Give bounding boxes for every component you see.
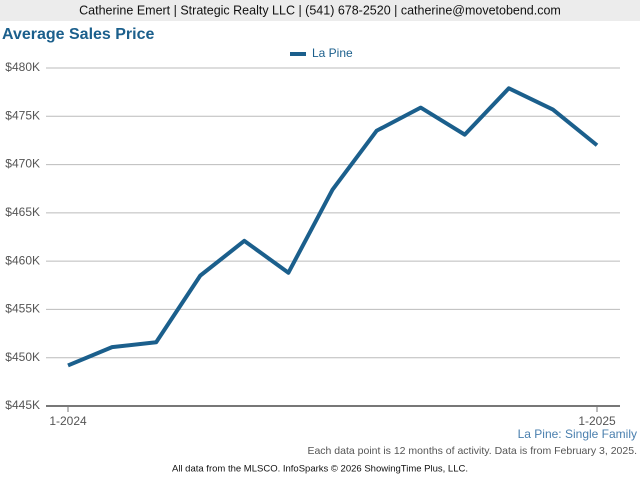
y-tick-label: $480K — [5, 60, 40, 74]
y-tick-label: $445K — [5, 398, 40, 412]
header: Catherine Emert | Strategic Realty LLC |… — [79, 3, 561, 17]
y-tick-label: $475K — [5, 108, 40, 122]
x-tick-label: 1-2025 — [578, 414, 616, 428]
note: Each data point is 12 months of activity… — [307, 445, 637, 457]
header-bar — [0, 0, 640, 21]
x-tick-label: 1-2024 — [49, 414, 87, 428]
legend-label: La Pine — [312, 46, 353, 60]
y-tick-label: $460K — [5, 253, 40, 267]
chart-title: Average Sales Price — [2, 26, 155, 43]
y-tick-label: $465K — [5, 205, 40, 219]
y-tick-label: $470K — [5, 157, 40, 171]
y-tick-label: $450K — [5, 350, 40, 364]
caption: La Pine: Single Family — [518, 427, 637, 441]
line — [67, 86, 599, 368]
footer: All data from the MLSCO. InfoSparks © 20… — [172, 464, 468, 475]
y-tick-label: $455K — [5, 302, 40, 316]
